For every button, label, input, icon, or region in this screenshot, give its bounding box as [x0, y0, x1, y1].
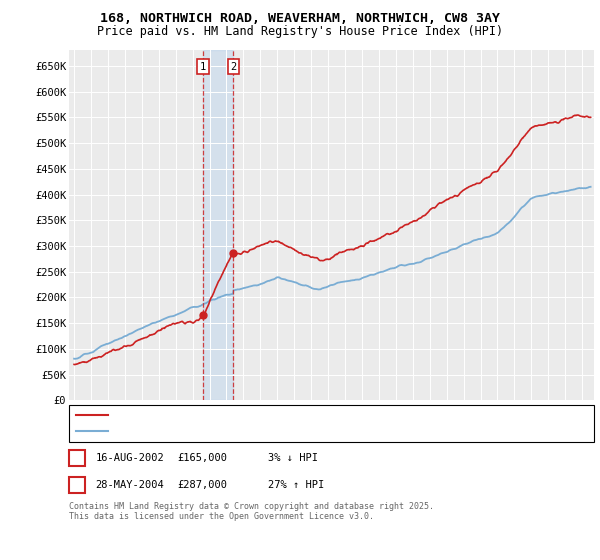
Text: 16-AUG-2002: 16-AUG-2002 — [95, 453, 164, 463]
Text: 27% ↑ HPI: 27% ↑ HPI — [268, 480, 324, 490]
Text: HPI: Average price, detached house, Cheshire West and Chester: HPI: Average price, detached house, Ches… — [113, 427, 464, 436]
Text: 3% ↓ HPI: 3% ↓ HPI — [268, 453, 317, 463]
Text: £165,000: £165,000 — [178, 453, 227, 463]
Text: 1: 1 — [200, 62, 206, 72]
Text: Contains HM Land Registry data © Crown copyright and database right 2025.
This d: Contains HM Land Registry data © Crown c… — [69, 502, 434, 521]
Bar — [203, 50, 233, 400]
Text: Price paid vs. HM Land Registry's House Price Index (HPI): Price paid vs. HM Land Registry's House … — [97, 25, 503, 38]
Text: 1: 1 — [74, 453, 80, 463]
Text: 168, NORTHWICH ROAD, WEAVERHAM, NORTHWICH, CW8 3AY: 168, NORTHWICH ROAD, WEAVERHAM, NORTHWIC… — [100, 12, 500, 25]
Text: 28-MAY-2004: 28-MAY-2004 — [95, 480, 164, 490]
Text: 2: 2 — [230, 62, 236, 72]
Text: 168, NORTHWICH ROAD, WEAVERHAM, NORTHWICH, CW8 3AY (detached house): 168, NORTHWICH ROAD, WEAVERHAM, NORTHWIC… — [113, 411, 498, 420]
Text: 2: 2 — [74, 480, 80, 490]
Text: £287,000: £287,000 — [178, 480, 227, 490]
